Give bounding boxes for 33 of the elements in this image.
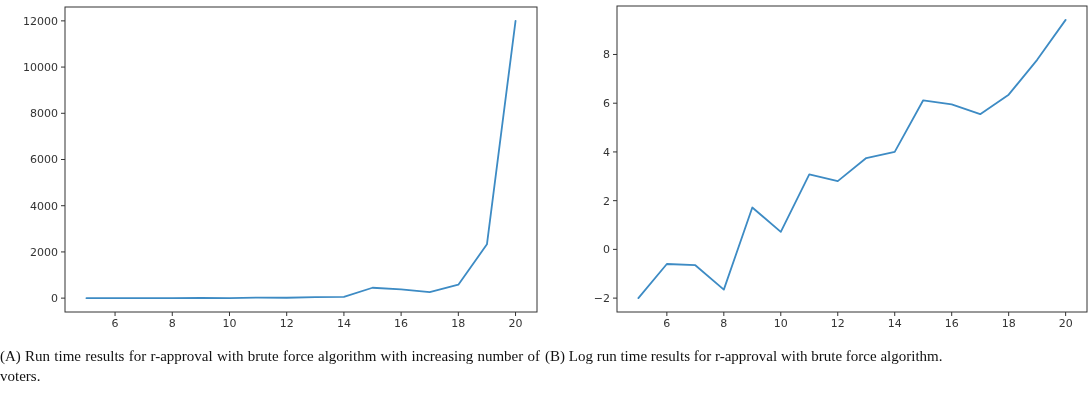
- y-tick-label: 6: [603, 97, 610, 111]
- x-tick-label: 16: [394, 317, 409, 330]
- y-tick-label: 2: [603, 194, 610, 208]
- text: (B) Log run time results for r-approval with brute force algorithm.: [545, 347, 944, 366]
- x-tick-label: 10: [222, 317, 237, 330]
- text: (A) Run time results for r-approval with brute force algorithm with increasing number of voters.: [0, 347, 540, 386]
- x-tick-label: 12: [830, 317, 845, 330]
- x-tick-label: 14: [336, 317, 351, 330]
- line-series: [637, 18, 1067, 300]
- y-tick-label: 8000: [30, 107, 58, 121]
- y-tick-label: 6000: [30, 153, 58, 167]
- x-tick-label: 10: [773, 317, 788, 330]
- x-tick-label: 6: [663, 317, 671, 330]
- x-tick-label: 18: [1001, 317, 1016, 330]
- y-tick-label: −2: [593, 291, 610, 305]
- x-tick-label: 16: [944, 317, 959, 330]
- y-tick-label: 8: [603, 48, 610, 62]
- y-tick-label: 12000: [23, 14, 58, 28]
- y-tick-label: 2000: [30, 245, 58, 259]
- y-tick-label: 0: [603, 243, 610, 257]
- y-tick-label: 4000: [30, 199, 58, 213]
- x-tick-label: 20: [508, 317, 523, 330]
- y-tick-label: 0: [51, 291, 58, 305]
- x-tick-label: 12: [279, 317, 294, 330]
- x-tick-label: 14: [887, 317, 902, 330]
- x-tick-label: 8: [168, 317, 176, 330]
- x-tick-label: 8: [720, 317, 728, 330]
- y-tick-label: 4: [603, 145, 610, 159]
- line-series: [85, 19, 517, 300]
- x-tick-label: 18: [451, 317, 466, 330]
- y-tick-label: 10000: [23, 60, 58, 74]
- x-tick-label: 6: [111, 317, 119, 330]
- x-tick-label: 20: [1058, 317, 1073, 330]
